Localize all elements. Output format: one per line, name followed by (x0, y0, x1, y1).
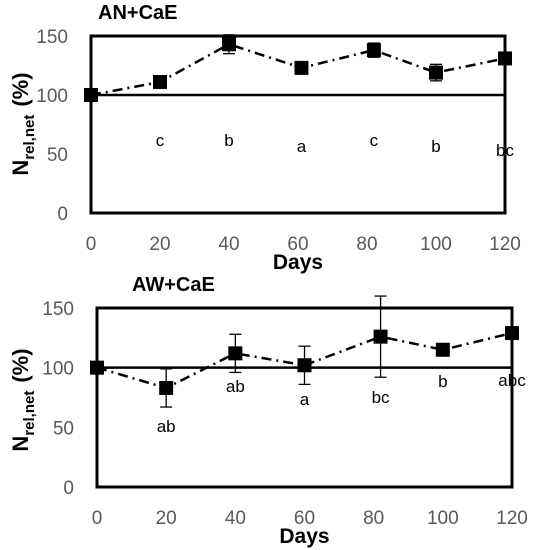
x-tick-label: 20 (149, 234, 170, 255)
x-tick-label: 60 (287, 234, 308, 255)
x-tick-label: 120 (489, 234, 521, 255)
significance-label: a (297, 137, 307, 156)
data-point (366, 43, 381, 58)
x-tick-label: 80 (356, 234, 377, 255)
significance-label: c (370, 131, 379, 150)
x-tick-label: 120 (496, 508, 528, 529)
data-point (505, 326, 519, 341)
y-tick-label: 100 (36, 86, 68, 107)
data-point (90, 360, 104, 375)
data-point (222, 37, 236, 52)
plot-frame (89, 34, 507, 215)
significance-label: bc (496, 141, 514, 160)
significance-label: abc (498, 371, 526, 390)
x-axis-label: Days (279, 525, 329, 548)
significance-label: b (438, 372, 447, 391)
y-tick-label: 0 (63, 478, 74, 499)
x-tick-label: 80 (363, 508, 384, 529)
significance-label: c (156, 131, 165, 150)
data-point (153, 75, 167, 90)
x-tick-label: 100 (427, 508, 459, 529)
data-point (429, 65, 443, 80)
x-axis-label: Days (273, 251, 323, 274)
x-tick-label: 40 (225, 508, 246, 529)
chart-panel-2: AW+CaE 0 50 100 150 0 20 40 60 80 100 120 Days Nrel,n… (8, 274, 528, 548)
significance-label: ab (226, 377, 245, 396)
significance-label: b (431, 137, 440, 156)
significance-label: a (300, 390, 310, 409)
data-point (84, 88, 98, 102)
chart-title: AN+CaE (98, 2, 177, 24)
y-tick-label: 150 (36, 27, 68, 48)
y-tick-label: 0 (57, 204, 68, 225)
data-point (297, 358, 312, 373)
chart-panel-1: AN+CaE 0 50 100 150 0 20 40 60 80 100 120 Days Nrel,n… (8, 2, 521, 274)
x-tick-label: 40 (218, 234, 239, 255)
data-point (498, 51, 512, 66)
y-tick-label: 50 (53, 418, 74, 439)
data-point (159, 380, 174, 395)
y-tick-label: 100 (42, 359, 74, 380)
data-point (228, 346, 243, 361)
data-point (373, 329, 388, 344)
y-axis-label: Nrel,net(%) (8, 72, 38, 175)
y-tick-label: 50 (47, 145, 68, 166)
significance-label: b (224, 131, 233, 150)
chart-title: AW+CaE (132, 274, 215, 296)
y-tick-label: 150 (42, 299, 74, 320)
data-point (294, 60, 309, 75)
y-axis-label: Nrel,net(%) (8, 348, 38, 451)
significance-label: ab (157, 417, 176, 436)
x-tick-label: 20 (156, 508, 177, 529)
plot-frame (95, 306, 514, 489)
x-tick-label: 0 (86, 234, 97, 255)
x-tick-label: 100 (420, 234, 452, 255)
significance-label: bc (372, 388, 390, 407)
data-point (435, 342, 450, 357)
x-tick-label: 60 (294, 508, 315, 529)
x-tick-label: 0 (92, 508, 103, 529)
